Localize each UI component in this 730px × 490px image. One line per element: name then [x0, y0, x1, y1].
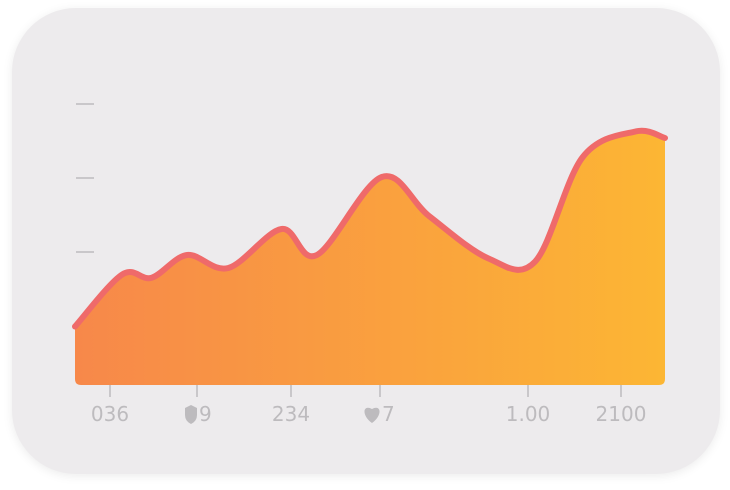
x-tick-label: 1.00: [506, 402, 551, 426]
x-tick-label: 2100: [596, 402, 647, 426]
shield-icon: [185, 405, 197, 424]
x-tick-label: 7: [364, 402, 395, 426]
heart-icon: [364, 407, 380, 423]
x-tick-text: 7: [382, 402, 395, 426]
x-tick-label: 036: [91, 402, 129, 426]
x-tick-text: 036: [91, 402, 129, 426]
y-axis-ticks: [76, 103, 94, 327]
x-tick-text: 234: [272, 402, 310, 426]
x-tick-text: 9: [199, 402, 212, 426]
series-line: [72, 127, 668, 330]
x-axis-ticks: 036 9 234 7 1.00 2100: [91, 385, 647, 426]
x-tick-text: 2100: [596, 402, 647, 426]
x-tick-label: 9: [185, 402, 212, 426]
x-tick-text: 1.00: [506, 402, 551, 426]
area-fill: [75, 130, 665, 385]
x-tick-label: 234: [272, 402, 310, 426]
